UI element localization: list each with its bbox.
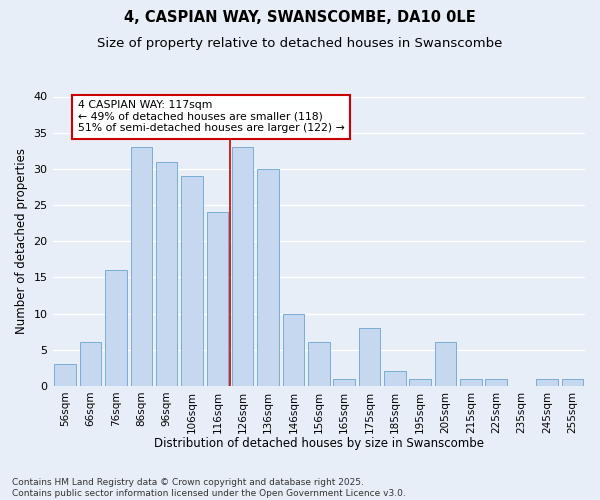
- Bar: [105, 270, 127, 386]
- X-axis label: Distribution of detached houses by size in Swanscombe: Distribution of detached houses by size …: [154, 437, 484, 450]
- Bar: [283, 314, 304, 386]
- Bar: [562, 378, 583, 386]
- Text: Size of property relative to detached houses in Swanscombe: Size of property relative to detached ho…: [97, 38, 503, 51]
- Bar: [536, 378, 558, 386]
- Text: 4 CASPIAN WAY: 117sqm
← 49% of detached houses are smaller (118)
51% of semi-det: 4 CASPIAN WAY: 117sqm ← 49% of detached …: [78, 100, 344, 134]
- Bar: [409, 378, 431, 386]
- Bar: [131, 147, 152, 386]
- Bar: [55, 364, 76, 386]
- Bar: [257, 169, 279, 386]
- Bar: [80, 342, 101, 386]
- Bar: [485, 378, 507, 386]
- Bar: [435, 342, 457, 386]
- Bar: [156, 162, 178, 386]
- Bar: [206, 212, 228, 386]
- Bar: [232, 147, 253, 386]
- Bar: [308, 342, 329, 386]
- Bar: [181, 176, 203, 386]
- Bar: [359, 328, 380, 386]
- Y-axis label: Number of detached properties: Number of detached properties: [15, 148, 28, 334]
- Bar: [384, 372, 406, 386]
- Bar: [334, 378, 355, 386]
- Bar: [460, 378, 482, 386]
- Text: Contains HM Land Registry data © Crown copyright and database right 2025.
Contai: Contains HM Land Registry data © Crown c…: [12, 478, 406, 498]
- Text: 4, CASPIAN WAY, SWANSCOMBE, DA10 0LE: 4, CASPIAN WAY, SWANSCOMBE, DA10 0LE: [124, 10, 476, 25]
